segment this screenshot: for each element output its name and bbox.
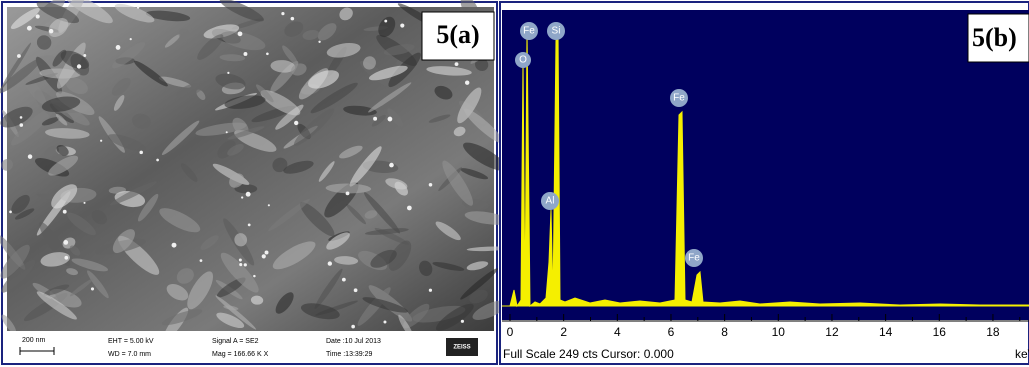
info-text: EHT = 5.00 kV: [108, 338, 154, 345]
particle: [294, 121, 298, 125]
particle: [91, 287, 94, 290]
peak-label: O: [519, 55, 527, 66]
particle: [248, 224, 251, 227]
peak-label: Fe: [688, 253, 700, 264]
x-tick-label: 8: [721, 325, 728, 339]
particle: [100, 140, 102, 142]
particle: [20, 123, 24, 127]
peak-label: Fe: [673, 93, 685, 104]
particle: [130, 38, 132, 40]
particle: [116, 45, 121, 50]
x-tick-label: 4: [614, 325, 621, 339]
particle: [246, 192, 251, 197]
particle: [137, 6, 139, 8]
x-tick-label: 0: [507, 325, 514, 339]
figure: 5(a) 200 nm EHT = 5.00 kV WD = 7.0 mm Si…: [0, 0, 1029, 367]
particle: [268, 204, 270, 206]
particle: [266, 52, 269, 55]
particle: [388, 117, 393, 122]
particle: [342, 278, 346, 282]
panel-label: 5(b): [972, 23, 1017, 52]
particle: [9, 211, 12, 214]
info-text: Mag = 166.66 K X: [212, 351, 269, 358]
particle: [64, 256, 68, 260]
particle: [328, 261, 332, 265]
particle: [36, 14, 40, 18]
peak-label: Fe: [523, 26, 535, 37]
particle: [244, 263, 247, 266]
x-tick-label: 12: [825, 325, 839, 339]
info-text: WD = 7.0 mm: [108, 351, 151, 358]
particle: [49, 29, 54, 34]
particle: [243, 52, 247, 56]
particle: [429, 289, 432, 292]
particle: [27, 26, 32, 31]
unit: keV: [1015, 347, 1029, 361]
spectrum-area: [502, 10, 1029, 320]
particle: [139, 151, 143, 155]
particle: [226, 131, 228, 133]
particle: [200, 259, 203, 262]
particle: [351, 325, 355, 329]
particle: [465, 81, 469, 85]
particle: [83, 202, 85, 204]
particle: [407, 206, 412, 211]
particle: [172, 243, 177, 248]
particle: [265, 250, 269, 254]
particle: [63, 240, 68, 245]
particle: [17, 54, 21, 58]
particle: [239, 259, 242, 262]
footer: Full Scale 249 cts Cursor: 0.000: [503, 347, 674, 361]
scale-bar-label: 200 nm: [22, 337, 46, 344]
x-tick-label: 16: [933, 325, 947, 339]
particle: [77, 64, 81, 68]
particle: [20, 116, 23, 119]
x-tick-label: 14: [879, 325, 893, 339]
particle: [227, 72, 229, 74]
particle: [354, 288, 358, 292]
particle: [455, 62, 459, 66]
particle: [318, 41, 320, 43]
info-text: Date :10 Jul 2013: [326, 338, 381, 345]
particle: [238, 31, 243, 36]
particle: [461, 320, 464, 323]
logo: ZEISS: [453, 345, 470, 351]
particle: [83, 54, 86, 57]
particle: [156, 159, 159, 162]
particle: [389, 163, 394, 168]
particle: [373, 117, 377, 121]
info-text: Signal A = SE2: [212, 338, 259, 345]
particle: [400, 23, 404, 27]
x-tick-label: 18: [986, 325, 1000, 339]
particle: [28, 154, 32, 158]
particle: [63, 210, 67, 214]
particle: [239, 263, 242, 266]
x-tick-label: 6: [668, 325, 675, 339]
particle: [253, 275, 255, 277]
particle: [241, 196, 243, 198]
peak-label: Si: [552, 26, 561, 37]
panel-label: 5(a): [436, 20, 479, 49]
x-tick-label: 10: [772, 325, 786, 339]
particle: [346, 191, 350, 195]
x-tick-label: 2: [560, 325, 567, 339]
peak-label: Al: [546, 196, 555, 207]
particle: [262, 254, 266, 258]
info-text: Time :13:39:29: [326, 351, 373, 358]
particle: [291, 17, 295, 21]
particle: [429, 183, 433, 187]
particle: [383, 321, 386, 324]
particle: [384, 20, 387, 23]
particle: [281, 12, 284, 15]
figure-svg: 5(a) 200 nm EHT = 5.00 kV WD = 7.0 mm Si…: [0, 0, 1029, 367]
